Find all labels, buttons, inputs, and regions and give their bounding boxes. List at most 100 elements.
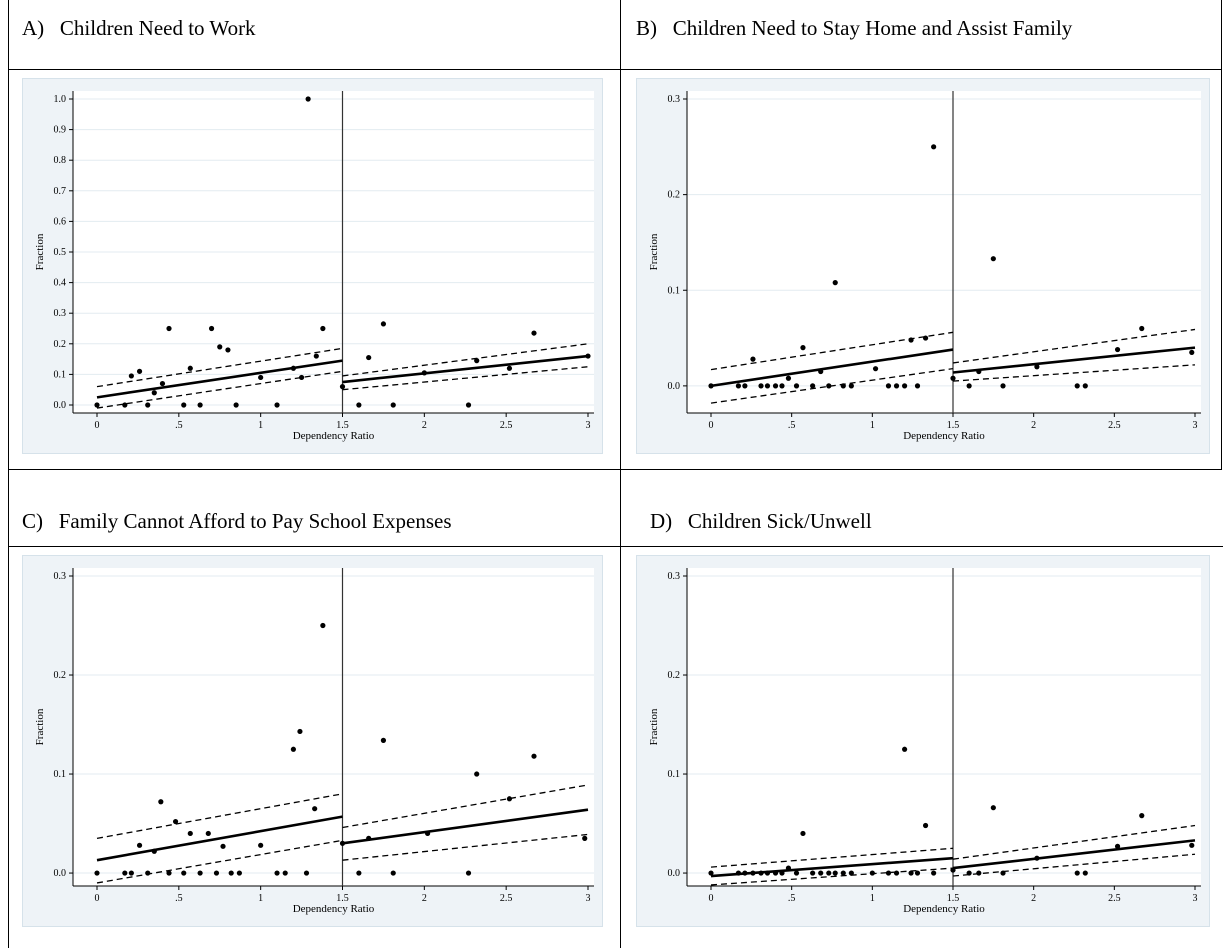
y-axis-label: Fraction bbox=[648, 233, 660, 270]
data-point bbox=[750, 356, 756, 362]
data-point bbox=[902, 383, 908, 389]
y-tick-label: 0.3 bbox=[668, 571, 681, 582]
data-point bbox=[1139, 813, 1145, 819]
data-point bbox=[220, 843, 226, 849]
data-point bbox=[758, 383, 764, 389]
plot-frame-c: 0.0 0.1 0.2 0.3 0 .5 1 1.5 2 2.5 3 Dependency Ratio… bbox=[22, 555, 603, 927]
data-point bbox=[208, 325, 215, 332]
data-point bbox=[922, 335, 929, 341]
y-tick-label: 0.0 bbox=[54, 400, 67, 411]
data-point bbox=[764, 870, 771, 876]
ci-upper-left bbox=[96, 347, 343, 388]
data-point bbox=[94, 870, 100, 876]
data-point bbox=[931, 870, 937, 876]
data-point bbox=[893, 870, 900, 876]
data-point bbox=[950, 375, 956, 381]
data-point bbox=[94, 402, 100, 408]
data-point bbox=[312, 806, 318, 812]
y-tick-label: 0.6 bbox=[54, 216, 67, 227]
data-point bbox=[1114, 346, 1121, 353]
data-point bbox=[531, 330, 537, 336]
data-point bbox=[228, 870, 234, 876]
ci-lower-left bbox=[710, 368, 954, 404]
ci-lower-right bbox=[952, 364, 1196, 382]
data-point bbox=[1034, 855, 1040, 861]
x-tick-label: 3 bbox=[586, 893, 591, 904]
data-point bbox=[197, 870, 203, 876]
data-point bbox=[213, 870, 220, 876]
y-axis-label: Fraction bbox=[34, 708, 46, 745]
x-tick-label: 2.5 bbox=[1108, 893, 1121, 904]
data-point bbox=[122, 870, 128, 876]
panel-letter: C) bbox=[22, 509, 43, 533]
data-point bbox=[380, 321, 387, 327]
data-point bbox=[128, 870, 134, 876]
data-point bbox=[274, 402, 280, 408]
data-point bbox=[356, 870, 362, 876]
x-tick-label: 2.5 bbox=[500, 420, 512, 431]
data-point bbox=[1189, 349, 1195, 356]
data-point bbox=[758, 870, 764, 876]
data-point bbox=[421, 370, 427, 376]
plot-area bbox=[687, 568, 1201, 886]
data-point bbox=[800, 345, 806, 351]
y-tick-label: 0.1 bbox=[54, 369, 67, 380]
data-point bbox=[990, 805, 996, 811]
y-tick-label: 1.0 bbox=[54, 94, 67, 105]
y-tick-label: 0.1 bbox=[668, 285, 681, 296]
panel-letter: A) bbox=[22, 16, 45, 40]
data-point bbox=[990, 256, 996, 262]
data-point bbox=[320, 622, 326, 629]
plot-frame-a: 0.0 0.1 0.2 0.3 0.4 0.5 0.6 0.7 0.8 0.9 1.0 0.5 1 1.5… bbox=[22, 78, 603, 454]
data-point bbox=[832, 870, 838, 876]
data-point bbox=[205, 830, 211, 837]
data-point bbox=[908, 337, 914, 343]
x-tick-label: 2 bbox=[1031, 893, 1036, 904]
x-tick-label: 1 bbox=[258, 420, 263, 431]
data-point bbox=[145, 870, 151, 876]
data-point bbox=[320, 325, 326, 332]
data-point bbox=[826, 870, 832, 876]
x-tick-label: 3 bbox=[1193, 893, 1198, 904]
scatter-plot-d: 0.0 0.1 0.2 0.3 0 .5 1 1.5 2 2.5 3 Dependency Ratio… bbox=[648, 568, 1201, 915]
ci-lower-left bbox=[710, 867, 954, 886]
data-point bbox=[1074, 383, 1080, 389]
data-point bbox=[869, 870, 875, 876]
x-tick-label: 2 bbox=[1031, 420, 1036, 431]
data-point bbox=[366, 835, 372, 841]
data-point bbox=[1082, 870, 1088, 876]
data-point bbox=[290, 365, 296, 371]
data-point bbox=[151, 390, 157, 396]
data-point bbox=[339, 384, 346, 390]
data-point bbox=[750, 870, 756, 876]
plot-frame-d: 0.0 0.1 0.2 0.3 0 .5 1 1.5 2 2.5 3 Dependency Ratio… bbox=[636, 555, 1210, 927]
data-point bbox=[908, 870, 914, 876]
data-point bbox=[976, 870, 982, 876]
data-point bbox=[217, 344, 223, 350]
data-point bbox=[1034, 364, 1040, 370]
data-point bbox=[465, 402, 472, 408]
ci-upper-right bbox=[952, 824, 1196, 860]
data-point bbox=[779, 383, 785, 389]
panel-title-a: A) Children Need to Work bbox=[22, 16, 256, 40]
x-axis-label: Dependency Ratio bbox=[293, 903, 375, 915]
data-point bbox=[1139, 325, 1145, 332]
data-point bbox=[313, 353, 319, 359]
title-rule-b bbox=[620, 69, 1222, 70]
ci-upper-right bbox=[952, 328, 1196, 364]
x-tick-label: 1.5 bbox=[336, 420, 349, 431]
data-point bbox=[380, 737, 387, 743]
data-point bbox=[225, 347, 231, 353]
y-tick-label: 0.2 bbox=[54, 339, 67, 350]
data-point bbox=[818, 870, 824, 876]
x-tick-label: 2.5 bbox=[500, 893, 512, 904]
data-point bbox=[779, 870, 785, 876]
y-tick-label: 0.2 bbox=[668, 670, 681, 681]
data-point bbox=[818, 368, 824, 375]
x-tick-label: 1 bbox=[258, 893, 263, 904]
data-point bbox=[914, 383, 921, 389]
y-tick-label: 0.0 bbox=[668, 381, 681, 392]
data-point bbox=[305, 96, 311, 102]
x-tick-label: .5 bbox=[788, 893, 796, 904]
data-point bbox=[976, 368, 982, 375]
